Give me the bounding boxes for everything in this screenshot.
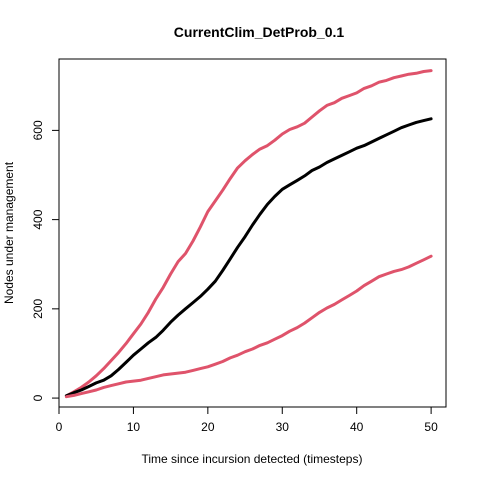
- x-axis-label: Time since incursion detected (timesteps…: [142, 452, 363, 466]
- chart-title: CurrentClim_DetProb_0.1: [174, 24, 345, 40]
- series-line-lower: [64, 254, 433, 399]
- x-tick-label: 50: [424, 420, 438, 434]
- series-line-mean: [64, 117, 433, 398]
- y-axis: 0 200 400 600: [31, 120, 60, 401]
- y-tick-label: 200: [31, 299, 45, 319]
- x-tick-label: 30: [276, 420, 290, 434]
- y-tick-label: 600: [31, 120, 45, 140]
- x-axis: 0 10 20 30 40 50: [56, 406, 438, 434]
- y-tick-label: 0: [31, 394, 45, 401]
- y-tick-label: 400: [31, 209, 45, 229]
- series-layer: [64, 69, 433, 399]
- x-tick-label: 20: [201, 420, 215, 434]
- series-line-upper: [64, 69, 433, 398]
- x-tick-label: 40: [350, 420, 364, 434]
- x-tick-label: 0: [56, 420, 63, 434]
- y-axis-label: Nodes under management: [2, 161, 16, 304]
- x-tick-label: 10: [127, 420, 141, 434]
